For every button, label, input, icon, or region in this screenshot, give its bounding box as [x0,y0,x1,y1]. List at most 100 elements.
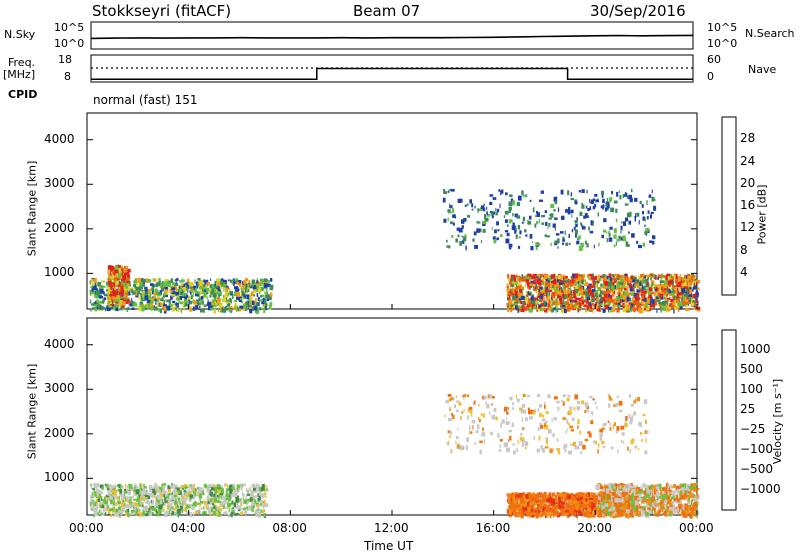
power-mark [522,216,526,222]
power-mark [451,234,454,238]
power-mark [565,242,569,246]
velocity-mark [529,416,533,420]
velocity-mark [116,484,119,488]
power-mark [257,288,262,293]
power-mark [509,288,512,293]
power-mark [500,193,502,196]
power-mark [640,274,643,278]
power-mark [525,234,528,237]
velocity-mark [89,503,92,507]
power-mark [117,300,120,303]
velocity-mark [202,511,205,515]
power-mark [448,189,453,192]
power-mark [609,226,613,230]
power-mark [557,246,559,249]
power-mark [134,279,137,284]
power-mark [594,193,598,197]
power-mark [127,271,130,275]
power-mark [261,300,265,305]
power-mark [180,308,182,312]
power-mark [495,208,497,212]
velocity-mark [139,513,142,517]
velocity-mark [601,440,605,445]
power-mark [139,303,143,308]
velocity-mark [155,502,158,507]
velocity-mark [532,505,535,511]
power-mark [509,299,513,303]
power-mark [517,286,521,290]
velocity-mark [590,396,593,399]
power-mark [673,289,675,295]
power-mark [641,307,645,313]
velocity-mark [233,493,237,497]
power-mark [257,307,260,310]
power-mark [476,220,478,224]
power-mark [544,234,548,238]
power-mark [555,282,559,287]
velocity-mark [191,494,196,500]
power-mark [591,288,596,292]
power-mark [630,292,634,296]
velocity-mark [579,496,583,502]
power-mark [527,273,531,277]
power-mark [676,300,678,305]
velocity-mark [521,403,526,408]
power-mark [168,280,172,285]
power-mark [239,296,241,299]
velocity-mark [565,417,567,420]
power-mark [633,275,636,280]
power-mark [623,292,628,296]
power-mark [259,281,262,285]
velocity-mark [174,484,178,490]
velocity-mark [184,486,189,489]
velocity-mark [539,423,543,426]
velocity-mark [211,487,215,491]
power-mark [571,299,576,303]
velocity-mark [91,499,95,504]
power-mark [596,298,599,301]
velocity-mark [233,488,238,492]
velocity-mark [176,500,181,505]
power-mark [689,292,692,295]
velocity-mark [628,413,631,419]
power-mark [579,287,583,290]
velocity-mark [92,507,96,511]
velocity-mark [467,415,469,420]
velocity-mark [618,409,623,413]
power-mark [443,218,447,223]
power-mark [579,274,583,278]
power-mark [234,289,238,292]
power-mark [512,222,515,226]
power-mark [604,276,606,280]
power-mark [251,306,255,311]
velocity-mark [142,504,145,507]
power-mark [564,308,567,314]
power-mark [507,293,512,296]
power-mark [94,294,97,298]
power-mark [556,279,560,282]
power-mark [510,276,512,281]
velocity-mark [516,448,519,452]
power-mark [267,283,271,287]
velocity-mark [483,395,487,399]
power-mark [629,278,634,282]
velocity-mark [126,509,130,513]
power-mark [657,274,662,278]
power-mark [145,278,149,283]
power-mark [513,278,517,282]
power-mark [522,193,524,197]
power-mark [144,287,146,292]
power-mark [519,291,523,295]
power-mark [157,280,161,284]
power-mark [183,301,185,306]
velocity-mark [186,493,189,498]
power-mark [650,277,652,282]
power-mark [648,287,652,292]
velocity-mark [164,491,168,497]
velocity-mark [175,513,180,517]
power-mark [126,300,129,304]
velocity-mark [645,438,647,443]
velocity-mark [562,401,565,406]
power-mark [162,282,166,287]
power-mark [124,266,126,271]
